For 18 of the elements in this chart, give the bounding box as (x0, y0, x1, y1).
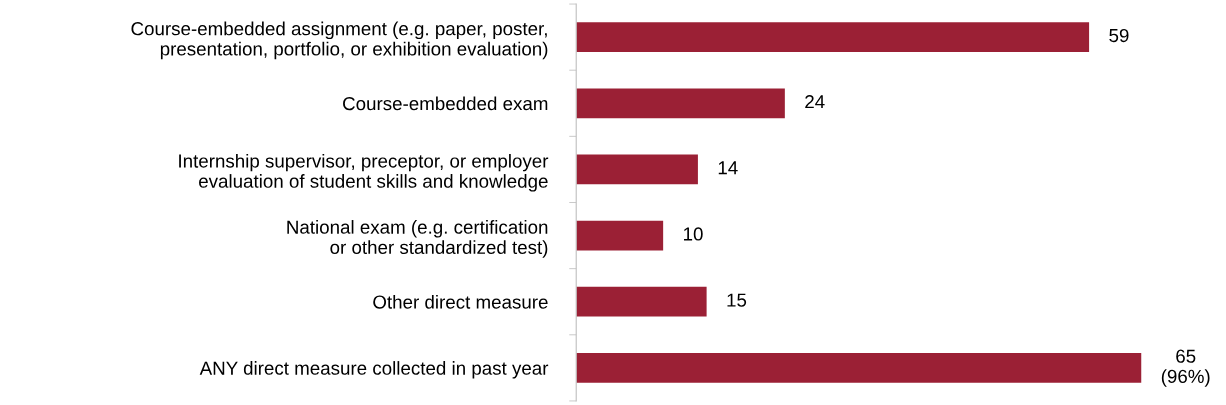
data-label: 24 (805, 95, 825, 109)
bar (576, 22, 1090, 53)
y-tick-label: Course-embedded assignment (e.g. paper, poster, presentation, portfolio, or exhibition evaluation) (131, 21, 548, 60)
data-label: 10 (684, 227, 703, 241)
bar (576, 88, 785, 119)
data-label: 59 (1109, 28, 1129, 43)
y-tick-label: Course-embedded exam (343, 96, 548, 111)
data-label: 15 (727, 293, 747, 307)
bar (576, 352, 1142, 383)
bar (576, 286, 707, 317)
y-tick-label: ANY direct measure collected in past year (199, 361, 549, 379)
data-label: 65 (96%) (1161, 349, 1210, 387)
y-tick-label: Other direct measure (373, 294, 548, 309)
data-label: 14 (718, 161, 738, 175)
y-tick-label: Internship supervisor, preceptor, or employer evaluation of student skills and knowledge (179, 153, 549, 192)
bar (576, 154, 698, 185)
bar (576, 220, 664, 251)
y-tick-label: National exam (e.g. certification or other standardized test) (287, 220, 548, 258)
